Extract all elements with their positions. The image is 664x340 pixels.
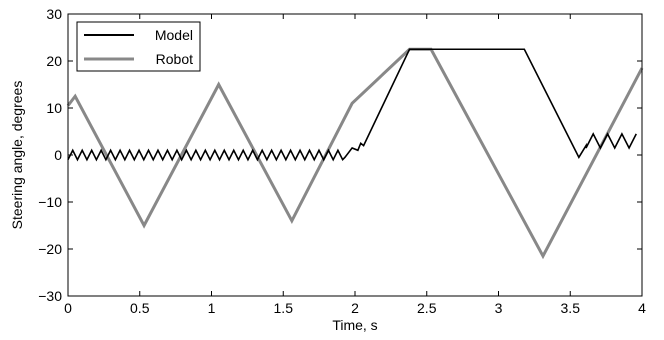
y-tick-label: −30 — [38, 288, 62, 304]
x-tick-label: 1.5 — [274, 300, 294, 316]
y-tick-label: 30 — [46, 6, 62, 22]
x-axis-ticks: 0 0.5 1 1.5 2 2.5 3 3.5 4 — [64, 14, 646, 316]
legend-label-robot: Robot — [156, 51, 193, 67]
y-axis-ticks: −30 −20 −10 0 10 20 30 — [38, 6, 642, 304]
x-tick-label: 4 — [638, 300, 646, 316]
x-tick-label: 2.5 — [417, 300, 437, 316]
series-layer — [66, 47, 644, 260]
y-tick-label: 0 — [54, 147, 62, 163]
x-axis-label: Time, s — [332, 317, 377, 333]
plot-frame — [67, 13, 643, 297]
legend-box — [76, 21, 201, 72]
x-tick-label: 0 — [64, 300, 72, 316]
y-axis-label: Steering angle, degrees — [9, 81, 25, 230]
y-tick-label: −10 — [38, 194, 62, 210]
series-line-model — [67, 48, 637, 162]
x-tick-label: 3.5 — [561, 300, 581, 316]
y-tick-label: −20 — [38, 241, 62, 257]
y-tick-label: 10 — [46, 100, 62, 116]
x-tick-label: 2 — [351, 300, 359, 316]
series-line-robot — [66, 47, 644, 260]
x-tick-label: 3 — [495, 300, 503, 316]
y-tick-label: 20 — [46, 53, 62, 69]
x-tick-label: 0.5 — [130, 300, 150, 316]
legend-label-model: Model — [155, 27, 193, 43]
legend: Model Robot — [76, 21, 201, 72]
x-tick-label: 1 — [208, 300, 216, 316]
